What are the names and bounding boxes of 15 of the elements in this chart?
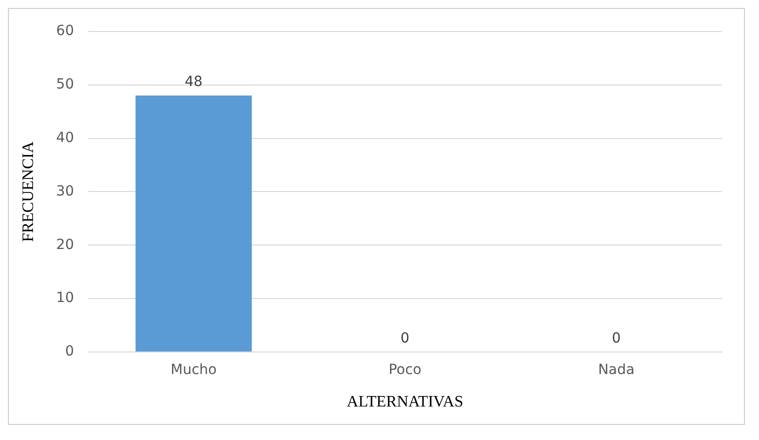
y-tick-label: 50 [56, 76, 74, 92]
data-label: 48 [184, 74, 203, 90]
data-label: 0 [612, 330, 621, 347]
y-axis-title: FRECUENCIA [20, 141, 37, 242]
y-tick-label: 0 [65, 344, 74, 360]
x-tick-label: Mucho [170, 362, 217, 378]
y-tick-label: 20 [56, 236, 74, 253]
data-label: 0 [400, 330, 410, 347]
y-tick-label: 60 [56, 23, 74, 40]
x-tick-label: Poco [388, 362, 422, 378]
x-axis-title: ALTERNATIVAS [346, 394, 464, 411]
y-tick-label: 30 [56, 183, 74, 200]
y-tick-label: 10 [56, 290, 74, 306]
y-tick-label: 40 [56, 130, 74, 146]
x-tick-label: Nada [598, 362, 635, 378]
